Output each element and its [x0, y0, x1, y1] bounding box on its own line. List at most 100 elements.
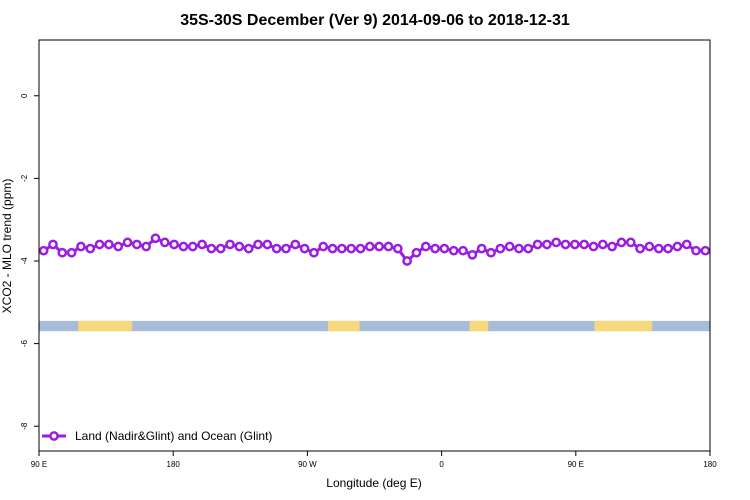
y-tick-label: -8 — [20, 422, 29, 430]
data-point — [150, 233, 161, 244]
data-point — [327, 243, 338, 254]
data-point — [76, 241, 86, 252]
data-point — [392, 243, 403, 254]
data-point — [187, 241, 198, 252]
data-point — [271, 243, 282, 254]
land-segment — [469, 320, 489, 332]
data-point — [253, 239, 263, 250]
data-point — [560, 239, 571, 250]
data-point — [355, 243, 366, 254]
data-point — [551, 237, 562, 248]
data-point — [66, 247, 77, 258]
data-point — [467, 249, 478, 260]
data-point — [38, 245, 49, 256]
data-point — [420, 241, 431, 252]
data-point — [439, 243, 450, 254]
data-point — [290, 239, 301, 250]
data-point — [514, 243, 524, 254]
data-point — [122, 237, 133, 248]
x-tick-label: 90 E — [31, 460, 47, 469]
data-point — [281, 243, 291, 254]
series-layer — [38, 233, 711, 266]
data-point — [597, 239, 608, 250]
data-point — [700, 245, 711, 256]
data-point — [486, 247, 496, 258]
data-point — [364, 241, 375, 252]
data-point — [243, 243, 254, 254]
x-tick-label: 90 W — [298, 460, 317, 469]
x-tick-label: 180 — [703, 460, 717, 469]
y-axis: 0 -2 -4 -6 -8 — [20, 93, 39, 430]
data-point — [48, 239, 58, 250]
land-segment — [78, 320, 133, 332]
data-point — [579, 239, 590, 250]
data-point — [691, 245, 701, 256]
plot-frame — [38, 39, 711, 452]
data-point — [57, 247, 68, 258]
data-point — [169, 239, 179, 250]
data-point — [374, 241, 385, 252]
x-tick-label: 180 — [167, 460, 181, 469]
data-point — [476, 243, 487, 254]
x-tick-label: 90 E — [568, 460, 584, 469]
data-point — [159, 237, 170, 248]
data-point — [383, 241, 394, 252]
legend: Land (Nadir&Glint) and Ocean (Glint) — [42, 429, 272, 443]
data-point — [104, 239, 114, 250]
data-point — [542, 239, 552, 250]
data-point — [113, 241, 124, 252]
data-point — [94, 239, 105, 250]
data-point — [85, 243, 96, 254]
legend-label: Land (Nadir&Glint) and Ocean (Glint) — [75, 429, 272, 443]
data-point — [588, 241, 599, 252]
land-segment — [594, 320, 653, 332]
data-point — [262, 239, 273, 250]
data-point — [570, 239, 580, 250]
data-point — [309, 247, 319, 258]
y-tick-label: -2 — [20, 174, 29, 182]
data-point — [523, 243, 534, 254]
x-axis: 90 E 180 90 W 0 90 E 180 — [31, 451, 717, 469]
data-point — [141, 241, 152, 252]
chart-title: 35S-30S December (Ver 9) 2014-09-06 to 2… — [180, 12, 570, 29]
data-point — [607, 241, 617, 252]
data-point — [402, 256, 412, 266]
data-point — [337, 243, 347, 254]
data-point — [635, 243, 645, 254]
data-point — [197, 239, 207, 250]
y-tick-label: -4 — [20, 257, 29, 265]
y-tick-label: -6 — [20, 340, 29, 348]
land-ocean-strip — [39, 320, 710, 332]
land-segment — [327, 320, 360, 332]
data-point — [532, 239, 543, 250]
data-point — [681, 239, 692, 250]
data-point — [206, 243, 217, 254]
data-point — [663, 243, 673, 254]
data-point — [299, 243, 310, 254]
data-point — [132, 239, 142, 250]
ocean-band — [39, 320, 710, 332]
data-point — [653, 243, 664, 254]
x-axis-label: Longitude (deg E) — [326, 476, 421, 490]
data-point — [215, 243, 226, 254]
data-point — [495, 243, 506, 254]
data-point — [346, 243, 357, 254]
data-point — [644, 241, 655, 252]
data-point — [318, 241, 329, 252]
data-point — [458, 245, 468, 256]
x-tick-label: 0 — [439, 460, 444, 469]
data-point — [234, 241, 245, 252]
data-point — [411, 247, 422, 258]
data-point — [672, 241, 683, 252]
data-point — [225, 239, 235, 250]
data-point — [430, 243, 440, 254]
y-axis-label: XCO2 - MLO trend (ppm) — [0, 179, 14, 314]
data-point — [178, 241, 189, 252]
data-point — [504, 241, 515, 252]
data-point — [625, 237, 636, 248]
data-point — [616, 237, 627, 248]
y-tick-label: 0 — [20, 93, 29, 98]
legend-marker — [49, 431, 59, 441]
data-point — [448, 245, 459, 256]
